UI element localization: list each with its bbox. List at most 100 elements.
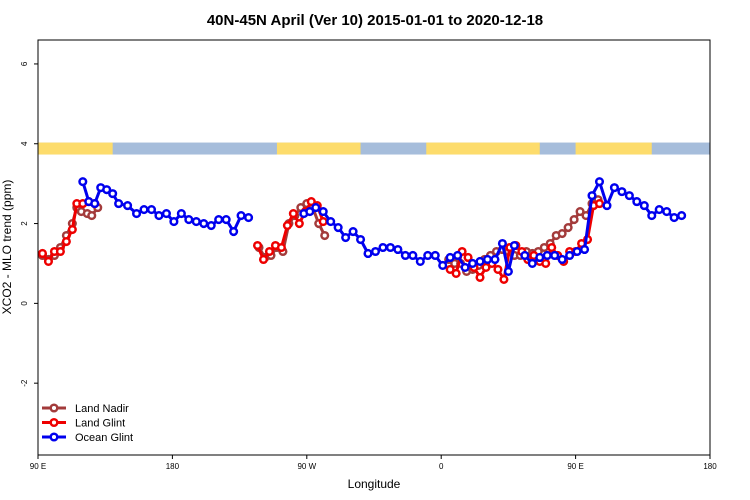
data-point-2-2-11 <box>602 201 612 211</box>
data-point-1-0-1 <box>43 256 54 267</box>
data-point-2-2-17 <box>647 211 657 221</box>
y-tick-label-3: 4 <box>20 141 29 146</box>
data-point-2-1-5 <box>333 222 343 233</box>
legend-swatch-marker-2 <box>49 432 59 442</box>
surface-strip-land-2 <box>426 142 540 155</box>
data-point-2-0-22 <box>236 211 246 221</box>
data-point-2-0-0 <box>78 177 88 187</box>
y-tick-label-2: 2 <box>20 221 29 226</box>
data-point-1-0-5 <box>67 224 77 235</box>
data-point-1-1-7 <box>294 219 304 229</box>
data-point-1-0-4 <box>61 236 71 247</box>
data-point-2-0-11 <box>154 211 164 221</box>
data-point-0-2-20 <box>563 222 573 233</box>
data-point-1-1-9 <box>306 197 316 207</box>
data-point-1-0-3 <box>55 246 65 257</box>
data-point-1-1-5 <box>282 221 292 231</box>
data-point-0-2-22 <box>575 207 585 217</box>
surface-strip-land-3 <box>575 142 652 155</box>
data-point-2-1-13 <box>393 244 403 255</box>
data-point-1-1-0 <box>252 240 263 251</box>
data-point-2-1-21 <box>453 250 463 261</box>
data-point-1-1-11 <box>318 217 328 227</box>
data-point-2-0-18 <box>206 221 216 231</box>
surface-strip <box>38 142 710 155</box>
data-point-2-0-8 <box>132 209 142 219</box>
data-point-1-2-16 <box>541 258 551 269</box>
data-point-1-2-25 <box>594 199 605 209</box>
legend-label-1: Land Glint <box>75 418 125 430</box>
data-point-2-1-24 <box>475 256 485 267</box>
data-point-2-2-12 <box>609 183 619 193</box>
data-point-2-2-0 <box>520 250 530 261</box>
data-point-2-1-15 <box>408 250 418 261</box>
x-tick-label-1: 180 <box>166 462 180 471</box>
legend-label-0: Land Nadir <box>75 403 129 415</box>
data-point-2-1-17 <box>423 250 433 261</box>
legend-label-2: Ocean Glint <box>75 432 133 444</box>
data-point-2-1-22 <box>460 262 470 273</box>
data-point-2-0-4 <box>102 185 112 195</box>
data-point-2-1-11 <box>378 242 388 253</box>
data-point-2-2-2 <box>535 252 545 263</box>
data-point-2-2-20 <box>669 213 679 223</box>
data-point-1-2-1 <box>451 268 461 278</box>
plot-frame <box>37 39 711 456</box>
data-point-2-1-3 <box>318 207 328 217</box>
data-point-2-1-7 <box>348 226 358 237</box>
data-point-2-1-19 <box>438 260 448 271</box>
y-tick-label-1: 0 <box>20 301 29 306</box>
data-point-2-1-28 <box>503 266 513 276</box>
data-point-1-1-6 <box>288 209 298 219</box>
data-point-2-0-23 <box>244 213 254 223</box>
y-axis-label: XCO2 - MLO trend (ppm) <box>0 180 14 315</box>
data-point-0-1-11 <box>320 230 330 241</box>
data-point-2-2-14 <box>624 191 634 201</box>
data-point-2-0-2 <box>90 199 100 209</box>
data-point-2-1-2 <box>311 203 321 213</box>
data-point-2-0-17 <box>199 219 209 229</box>
x-tick-label-3: 0 <box>439 462 444 471</box>
data-point-1-2-5 <box>475 272 485 282</box>
data-point-2-1-18 <box>430 250 440 261</box>
data-point-2-1-20 <box>445 252 455 263</box>
data-point-1-2-8 <box>493 264 503 274</box>
data-point-0-2-21 <box>569 215 579 225</box>
data-point-2-1-16 <box>415 256 425 267</box>
data-point-2-2-7 <box>572 246 582 257</box>
data-point-2-2-1 <box>527 258 537 269</box>
data-point-2-2-3 <box>542 250 552 261</box>
legend: Land Nadir Land Glint Ocean Glint <box>42 403 133 444</box>
data-point-2-2-4 <box>550 250 560 261</box>
x-axis-label: Longitude <box>348 477 401 491</box>
data-point-2-1-25 <box>482 254 493 265</box>
data-point-2-0-14 <box>176 209 186 219</box>
data-point-0-2-19 <box>557 228 567 239</box>
legend-swatch-marker-0 <box>49 403 59 413</box>
legend-swatch-marker-1 <box>49 417 59 428</box>
data-point-1-1-4 <box>276 242 286 253</box>
data-point-2-2-13 <box>617 187 627 197</box>
y-axis: -2 0 2 4 6 <box>20 61 38 387</box>
data-point-1-1-1 <box>258 254 269 265</box>
data-point-2-2-16 <box>639 201 649 211</box>
data-point-2-1-1 <box>305 207 315 217</box>
data-point-0-0-9 <box>87 211 97 221</box>
data-point-2-1-26 <box>490 254 500 265</box>
data-point-2-0-5 <box>108 189 118 199</box>
data-point-1-1-2 <box>264 246 275 257</box>
data-point-2-1-4 <box>326 217 336 227</box>
chart-title: 40N-45N April (Ver 10) 2015-01-01 to 202… <box>207 12 543 29</box>
data-point-2-2-6 <box>565 250 575 261</box>
data-point-2-0-21 <box>229 226 239 237</box>
data-point-1-0-0 <box>37 248 48 259</box>
y-tick-label-4: 6 <box>20 61 29 66</box>
data-point-2-0-13 <box>169 217 179 227</box>
surface-strip-land-1 <box>276 142 361 155</box>
data-point-1-2-9 <box>499 274 509 284</box>
y-tick-label-0: -2 <box>20 379 29 387</box>
x-tick-label-4: 90 E <box>567 462 583 471</box>
data-point-2-2-18 <box>654 205 664 215</box>
data-point-2-1-14 <box>400 250 410 261</box>
